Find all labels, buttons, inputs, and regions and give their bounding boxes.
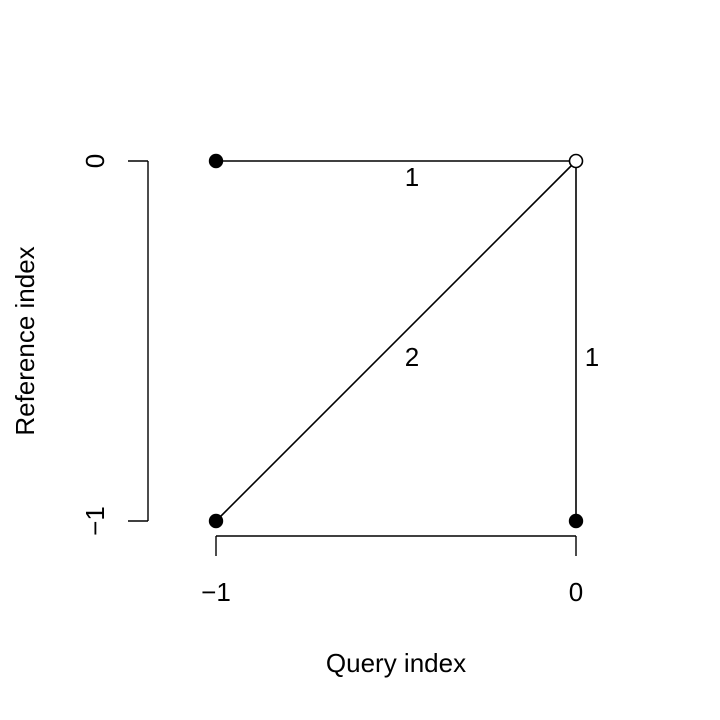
edge-weight-horizontal: 1 — [405, 162, 419, 192]
y-tick-label-minus1: −1 — [80, 506, 110, 536]
edge-weights: 1 2 1 — [405, 162, 599, 372]
edge-diagonal — [215, 160, 577, 522]
node-open-target — [568, 153, 584, 169]
x-axis: −1 0 Query index — [201, 535, 583, 678]
edges — [215, 160, 577, 522]
edge-weight-diagonal: 2 — [405, 342, 419, 372]
x-tick-label-minus1: −1 — [201, 577, 231, 607]
edge-weight-vertical: 1 — [585, 342, 599, 372]
y-axis-title: Reference index — [10, 246, 40, 435]
x-tick-label-0: 0 — [569, 577, 583, 607]
y-axis: 0 −1 Reference index — [10, 154, 149, 536]
y-tick-label-0: 0 — [80, 154, 110, 168]
node-filled — [208, 153, 224, 169]
node-filled — [208, 513, 224, 529]
x-axis-title: Query index — [326, 648, 466, 678]
node-filled — [568, 513, 584, 529]
nodes — [208, 153, 584, 529]
